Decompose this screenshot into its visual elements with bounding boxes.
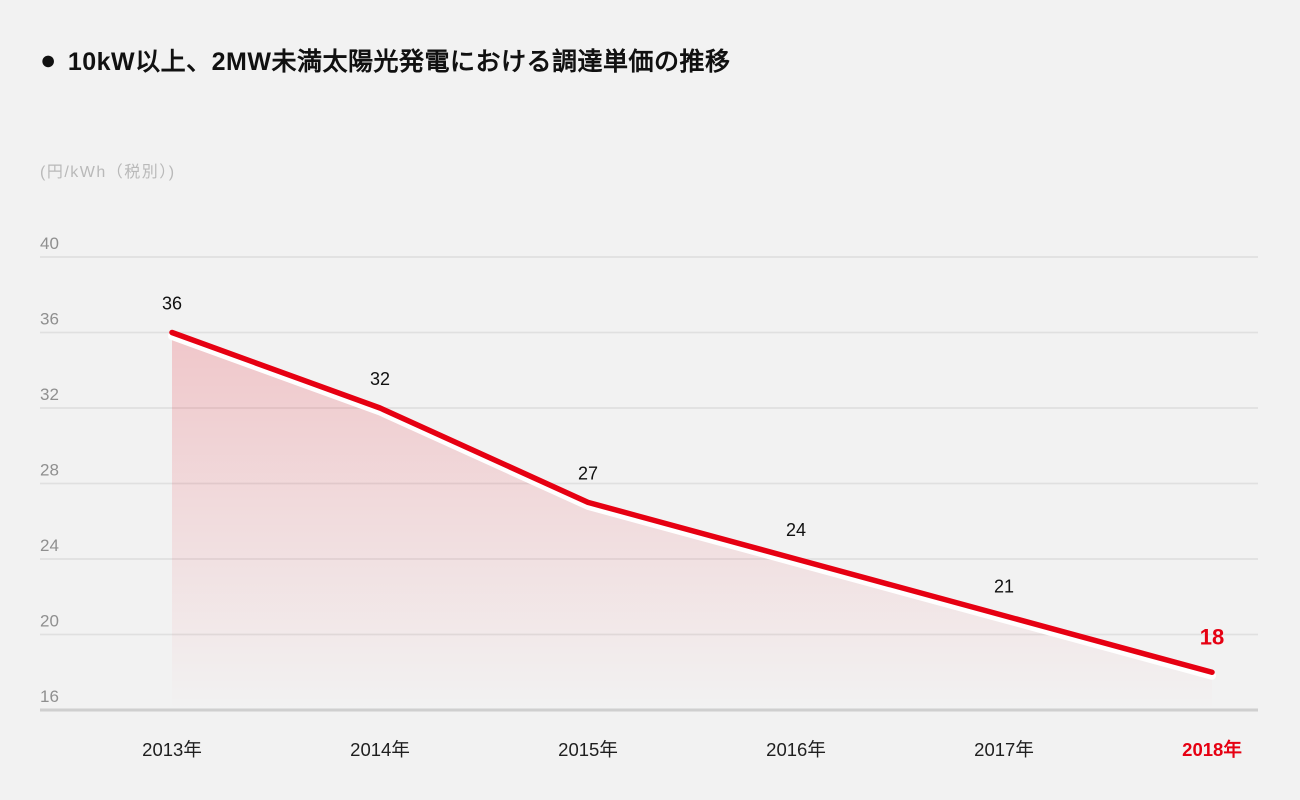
line-white-halo: [168, 332, 1216, 680]
page-title: ● 10kW以上、2MW未満太陽光発電における調達単価の推移: [40, 42, 730, 78]
y-tick-label: 40: [40, 234, 59, 253]
y-tick-label: 20: [40, 612, 59, 631]
value-label: 32: [370, 369, 390, 389]
value-label: 24: [786, 520, 806, 540]
bullet-icon: ●: [40, 44, 57, 75]
price-area: [172, 332, 1212, 711]
price-line: [169, 329, 1215, 675]
y-axis-unit-label: (円/kWh（税別）): [40, 164, 176, 181]
page-title-text: 10kW以上、2MW未満太陽光発電における調達単価の推移: [67, 48, 731, 76]
y-tick-label: 28: [40, 461, 59, 480]
x-category-label: 2017年: [974, 739, 1034, 760]
value-label: 27: [578, 463, 598, 483]
x-category-label: 2016年: [766, 739, 826, 760]
x-category-label: 2015年: [558, 739, 618, 760]
x-category-label: 2014年: [350, 739, 410, 760]
value-label: 21: [994, 577, 1014, 597]
y-tick-label: 32: [40, 385, 59, 404]
value-label: 36: [162, 294, 182, 314]
y-tick-label: 16: [40, 687, 59, 706]
x-category-label: 2013年: [142, 739, 202, 760]
y-tick-label: 24: [40, 536, 59, 555]
x-category-label-highlighted: 2018年: [1182, 739, 1242, 760]
y-tick-label: 36: [40, 310, 59, 329]
highlighted-value-label: 18: [1200, 624, 1224, 649]
